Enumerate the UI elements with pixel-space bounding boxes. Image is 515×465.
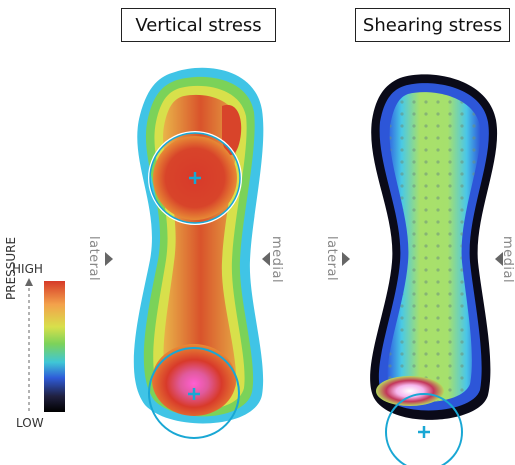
lateral-arrow-icon-2 <box>342 252 350 266</box>
shearing-stress-title: Shearing stress <box>355 8 510 42</box>
vertical-stress-map <box>133 67 264 439</box>
vertical-stress-title-text: Vertical stress <box>135 14 262 36</box>
legend-arrow-icon <box>25 278 33 286</box>
lateral-label-2: lateral <box>324 236 339 282</box>
shear-pressure-ring <box>385 393 463 465</box>
shearing-stress-title-text: Shearing stress <box>362 14 503 36</box>
bottom-pressure-ring <box>148 347 240 439</box>
medial-label-2: medial <box>500 236 515 284</box>
medial-arrow-icon <box>262 252 270 266</box>
top-pressure-ring <box>148 131 242 225</box>
plus-marker-icon <box>188 172 201 400</box>
lateral-label: lateral <box>86 236 101 282</box>
shearing-stress-map <box>370 74 498 465</box>
medial-label: medial <box>269 236 284 284</box>
legend-low-label: LOW <box>16 416 44 430</box>
legend-color-bar <box>44 281 65 412</box>
medial-arrow-icon-2 <box>495 252 503 266</box>
shear-plus-marker-icon <box>418 426 430 438</box>
legend-high-label: HIGH <box>12 262 43 276</box>
lateral-arrow-icon <box>105 252 113 266</box>
vertical-stress-title: Vertical stress <box>121 8 276 42</box>
